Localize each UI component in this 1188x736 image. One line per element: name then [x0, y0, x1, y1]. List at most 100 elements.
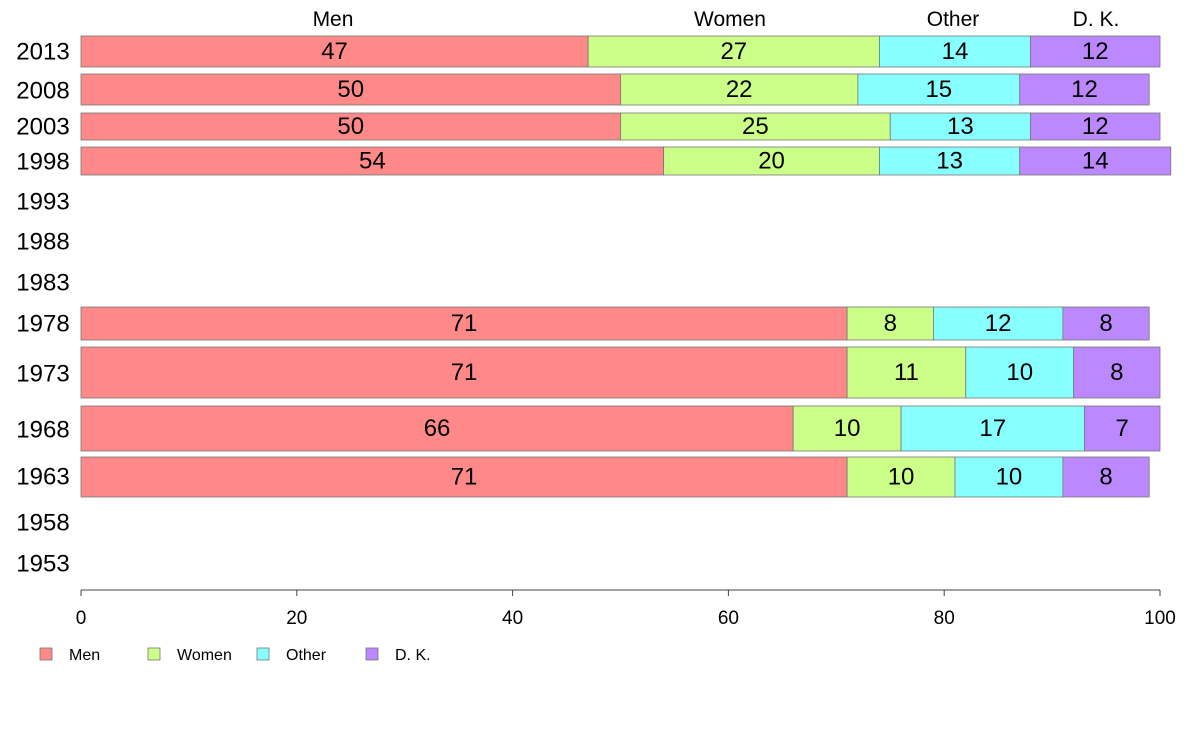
data-label-men-2008: 50 [337, 76, 364, 103]
bar-row-1963: 71 10 10 8 [80, 456, 1150, 498]
column-header-other: Other [927, 8, 980, 31]
x-tick-label-40: 40 [502, 608, 523, 629]
bar-segment-women-1973 [846, 346, 967, 399]
legend-swatch-men [39, 647, 53, 661]
data-label-other-1963: 10 [996, 464, 1023, 491]
y-tick-label-1988: 1988 [16, 229, 69, 256]
bar-segment-other-1978 [933, 306, 1064, 341]
bar-segment-other-2013 [879, 35, 1031, 68]
bar-row-1968: 66 10 17 7 [80, 405, 1161, 452]
data-label-d-k-1978: 8 [1099, 310, 1112, 337]
x-tick-label-20: 20 [286, 608, 307, 629]
legend: Men Women Other D. K. [39, 647, 431, 664]
bar-segment-men-2003 [80, 112, 621, 141]
bar-segment-men-1963 [80, 456, 848, 498]
x-tick-label-60: 60 [718, 608, 739, 629]
data-label-d-k-2008: 12 [1071, 76, 1098, 103]
y-tick-label-1998: 1998 [16, 149, 69, 176]
column-header-women: Women [694, 8, 766, 31]
y-tick-label-2013: 2013 [16, 39, 69, 66]
y-tick-label-1968: 1968 [16, 417, 69, 444]
bar-segment-men-1978 [80, 306, 848, 341]
legend-label-d-k: D. K. [395, 647, 431, 664]
bar-segment-d-k-2008 [1019, 73, 1150, 106]
legend-swatch-other [256, 647, 270, 661]
bar-row-2003: 50 25 13 12 [80, 112, 1161, 141]
x-tick-label-0: 0 [76, 608, 87, 629]
data-label-other-1998: 13 [936, 148, 963, 175]
bar-segment-women-2013 [587, 35, 880, 68]
bar-segment-d-k-1968 [1084, 405, 1161, 452]
bar-row-1973: 71 11 10 8 [80, 346, 1161, 399]
data-label-d-k-1973: 8 [1110, 359, 1123, 386]
bar-segment-men-1973 [80, 346, 848, 399]
data-label-other-2008: 15 [925, 76, 952, 103]
bar-segment-d-k-1963 [1062, 456, 1150, 498]
data-label-d-k-2003: 12 [1082, 113, 1109, 140]
bar-segment-men-1998 [80, 146, 665, 176]
legend-label-men: Men [69, 647, 100, 664]
bar-segment-other-1963 [954, 456, 1064, 498]
bar-segment-women-1978 [846, 306, 934, 341]
y-tick-label-1953: 1953 [16, 551, 69, 578]
bar-segment-d-k-1998 [1019, 146, 1172, 176]
bar-row-2008: 50 22 15 12 [80, 73, 1150, 106]
y-tick-label-1973: 1973 [16, 361, 69, 388]
legend-swatch-d-k [365, 647, 379, 661]
bar-segment-women-2008 [620, 73, 859, 106]
bar-segment-d-k-1978 [1062, 306, 1150, 341]
data-label-d-k-1968: 7 [1116, 415, 1129, 442]
x-axis: 0 20 40 60 80 100 [76, 589, 1176, 629]
data-label-other-1968: 17 [979, 415, 1006, 442]
legend-swatch-women [147, 647, 161, 661]
y-tick-label-2008: 2008 [16, 78, 69, 105]
data-label-men-1998: 54 [359, 148, 386, 175]
data-label-other-1973: 10 [1006, 359, 1033, 386]
y-tick-label-1978: 1978 [16, 311, 69, 338]
data-label-other-2003: 13 [947, 113, 974, 140]
data-label-men-1968: 66 [424, 415, 451, 442]
bar-segment-d-k-2013 [1030, 35, 1161, 68]
data-label-men-1973: 71 [451, 359, 478, 386]
bar-segment-d-k-1973 [1073, 346, 1161, 399]
data-label-women-1998: 20 [758, 148, 785, 175]
bar-segment-women-2003 [620, 112, 891, 141]
data-label-men-1978: 71 [451, 310, 478, 337]
bar-segment-other-1973 [965, 346, 1075, 399]
y-tick-label-1958: 1958 [16, 510, 69, 537]
y-tick-label-2003: 2003 [16, 114, 69, 141]
bar-segment-men-2013 [80, 35, 589, 68]
data-label-men-2003: 50 [337, 113, 364, 140]
data-label-women-1978: 8 [884, 310, 897, 337]
bar-row-1978: 71 8 12 8 [80, 306, 1150, 341]
bar-row-1998: 54 20 13 14 [80, 146, 1172, 176]
y-tick-label-1993: 1993 [16, 189, 69, 216]
column-header-d-k: D. K. [1073, 8, 1120, 31]
x-tick-label-80: 80 [934, 608, 955, 629]
data-label-women-2008: 22 [726, 76, 753, 103]
y-tick-label-1983: 1983 [16, 270, 69, 297]
column-headers: Men Women Other D. K. [313, 8, 1120, 31]
bar-segment-other-1968 [900, 405, 1085, 452]
data-label-women-1963: 10 [888, 464, 915, 491]
y-tick-label-1963: 1963 [16, 464, 69, 491]
data-label-other-2013: 14 [942, 38, 969, 65]
data-label-women-1973: 11 [894, 359, 919, 386]
data-label-men-2013: 47 [321, 38, 348, 65]
bar-segment-women-1998 [663, 146, 880, 176]
column-header-men: Men [313, 8, 354, 31]
data-label-women-2003: 25 [742, 113, 769, 140]
data-label-other-1978: 12 [985, 310, 1012, 337]
legend-label-women: Women [177, 647, 232, 664]
bar-segment-men-2008 [80, 73, 621, 106]
legend-label-other: Other [286, 647, 327, 664]
data-label-d-k-1998: 14 [1082, 148, 1109, 175]
data-label-women-1968: 10 [834, 415, 861, 442]
x-tick-label-100: 100 [1144, 608, 1176, 629]
data-label-men-1963: 71 [451, 464, 478, 491]
data-label-women-2013: 27 [720, 38, 747, 65]
data-label-d-k-1963: 8 [1099, 464, 1112, 491]
bar-row-2013: 47 27 14 12 [80, 35, 1161, 68]
bar-segment-d-k-2003 [1030, 112, 1161, 141]
